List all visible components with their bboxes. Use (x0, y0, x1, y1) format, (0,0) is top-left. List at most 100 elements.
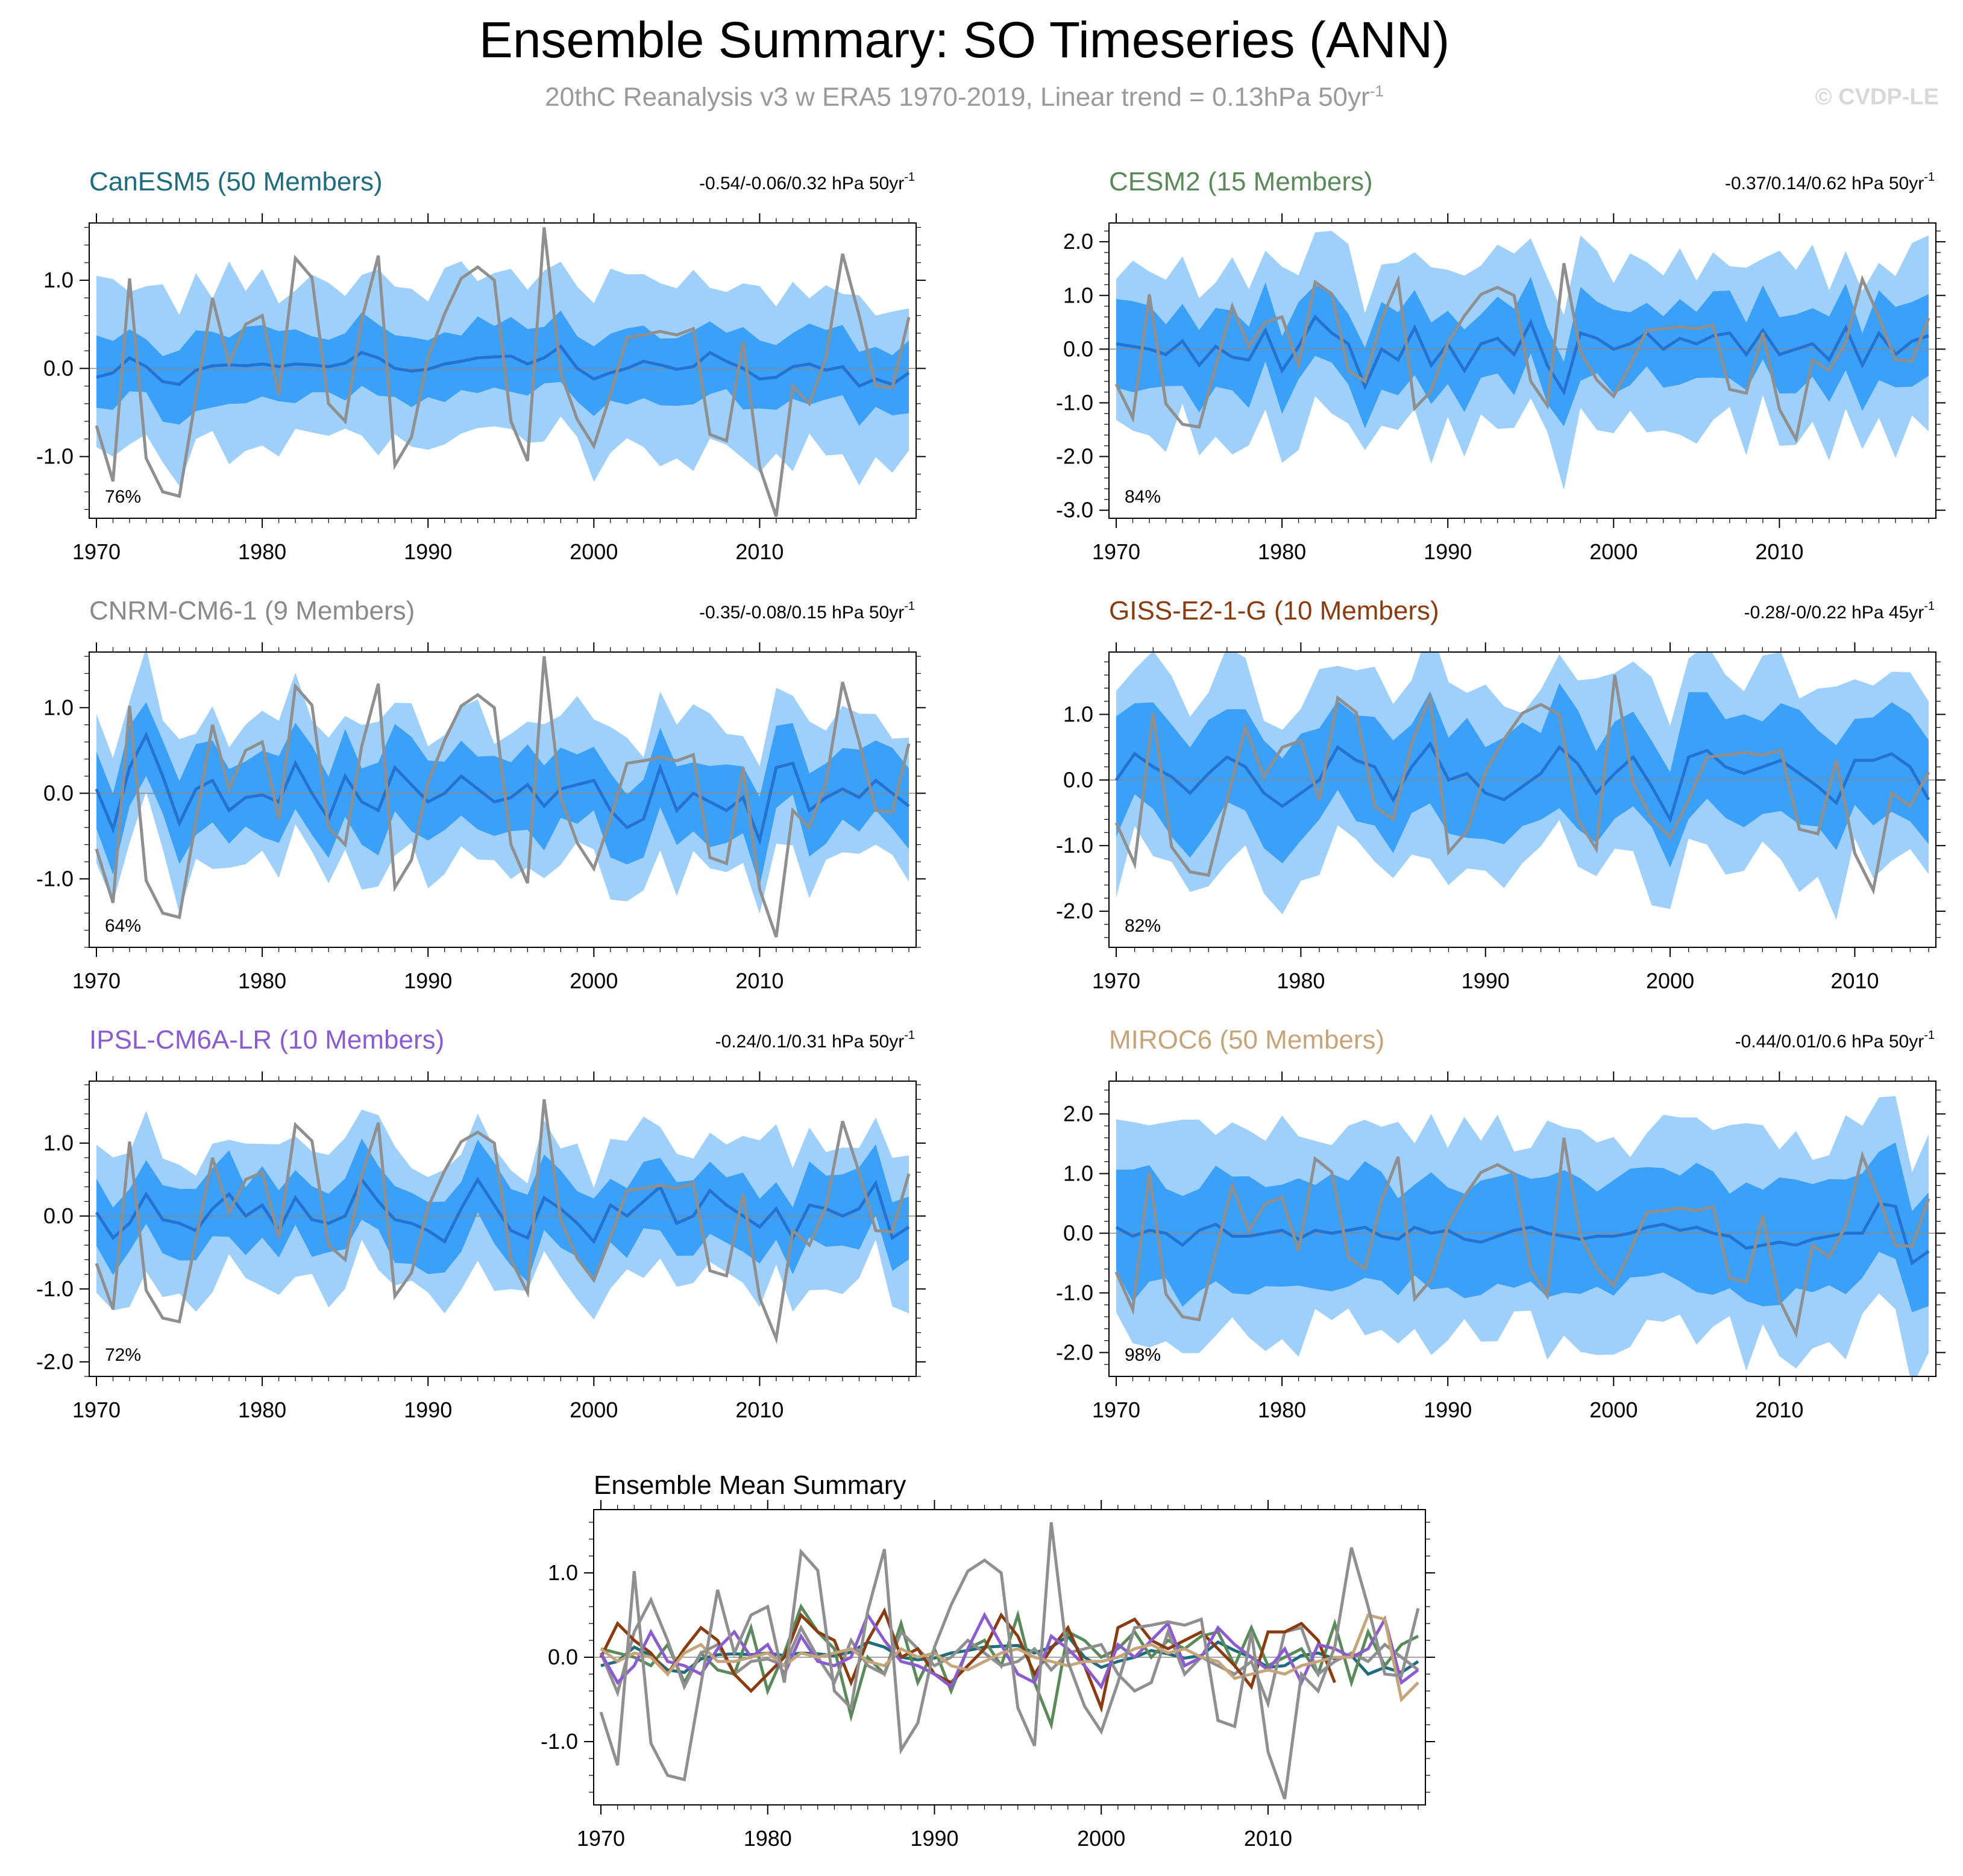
subtitle-text: 20thC Reanalysis v3 w ERA5 1970-2019, Li… (545, 82, 1370, 112)
x-tick-label: 1970 (1092, 1398, 1140, 1422)
x-tick-label: 1990 (910, 1826, 958, 1851)
panel-2: 2.0 1.0 0.0 -1.0 -2.0 -3.0 1970 1980 1990 2000 201… (1056, 167, 1946, 564)
y-tick-label: 0.0 (1063, 1220, 1093, 1245)
panel-title: Ensemble Mean Summary (594, 1470, 906, 1500)
panel-title: CESM2 (15 Members) (1109, 167, 1373, 196)
series-line-giss-e2-1-g (599, 1607, 1336, 1713)
y-tick-label: 0.0 (43, 1203, 74, 1228)
observations-line (95, 656, 911, 938)
panel-4: 1.0 0.0 -1.0 -2.0 1970 1980 1990 2000 2010 GISS-E… (1056, 596, 1946, 993)
y-tick-label: -2.0 (36, 1349, 74, 1374)
x-tick-label: 1970 (577, 1826, 625, 1851)
y-tick-label: 0.0 (43, 780, 74, 805)
y-tick-label: -1.0 (36, 1276, 74, 1301)
x-tick-label: 2010 (1755, 539, 1803, 564)
panel-trend-text: -0.28/-0/0.22 hPa 45yr-1 (1744, 600, 1935, 623)
x-tick-label: 1980 (238, 1398, 286, 1422)
y-tick-label: -1.0 (36, 866, 74, 891)
panel-7: 1.0 0.0 -1.0 1970 1980 1990 2000 2010 Ensemble M… (541, 1470, 1435, 1851)
figure-subtitle: 20thC Reanalysis v3 w ERA5 1970-2019, Li… (0, 82, 1929, 113)
x-tick-label: 1980 (1277, 968, 1325, 993)
x-tick-label: 2010 (735, 968, 784, 993)
y-tick-label: -2.0 (1056, 1340, 1093, 1364)
ensemble-mean-line (95, 1176, 910, 1244)
x-tick-label: 1990 (1462, 968, 1510, 993)
panel-title: MIROC6 (50 Members) (1109, 1025, 1384, 1055)
plot-area (89, 1099, 916, 1344)
series-line-ipsl-cm6a-lr (599, 1611, 1419, 1690)
plot-area (1109, 231, 1936, 490)
x-tick-label: 1990 (404, 1398, 452, 1422)
y-tick-label: -2.0 (1056, 899, 1093, 923)
y-tick-label: 1.0 (1063, 701, 1093, 726)
credit-watermark: © CVDP-LE (1815, 84, 1939, 110)
y-tick-label: -1.0 (541, 1729, 578, 1754)
x-tick-label: 1990 (404, 539, 452, 564)
y-tick-label: 1.0 (548, 1560, 578, 1585)
x-tick-label: 2010 (735, 539, 784, 564)
x-tick-label: 1980 (238, 539, 286, 564)
plot-frame (89, 1081, 917, 1377)
x-tick-label: 1990 (404, 968, 452, 993)
ensemble-mean-line (95, 731, 910, 846)
percent-label: 98% (1125, 1345, 1161, 1365)
x-tick-label: 1980 (238, 968, 286, 993)
plot-area (89, 652, 916, 938)
y-tick-label: 2.0 (1063, 229, 1093, 254)
x-tick-label: 2010 (1244, 1826, 1292, 1851)
y-tick-label: 0.0 (1063, 336, 1093, 361)
panel-trend-text: -0.35/-0.08/0.15 hPa 50yr-1 (699, 600, 915, 623)
ensemble-mean-line (1114, 741, 1930, 824)
y-tick-label: -1.0 (36, 444, 74, 469)
x-tick-label: 1970 (1092, 968, 1140, 993)
panel-1: 1.0 0.0 -1.0 1970 1980 1990 2000 2010 CanESM5 (5… (36, 167, 926, 564)
x-tick-label: 1980 (1258, 1398, 1306, 1422)
x-tick-label: 2010 (1830, 968, 1879, 993)
panel-trend-text: -0.54/-0.06/0.32 hPa 50yr-1 (699, 171, 915, 193)
percent-label: 84% (1125, 487, 1161, 507)
y-tick-label: -2.0 (1056, 444, 1093, 469)
y-tick-label: -1.0 (1056, 390, 1093, 415)
x-tick-label: 2010 (735, 1398, 784, 1422)
y-tick-label: -1.0 (1056, 1280, 1093, 1305)
panel-title: GISS-E2-1-G (10 Members) (1109, 596, 1439, 626)
percent-label: 72% (105, 1345, 141, 1365)
x-tick-label: 2000 (570, 539, 618, 564)
plot-frame (89, 651, 917, 948)
x-tick-label: 2000 (1589, 1398, 1638, 1422)
plot-frame (89, 222, 917, 519)
y-tick-label: 1.0 (43, 268, 74, 292)
x-tick-label: 2000 (1646, 968, 1694, 993)
subtitle-superscript: -1 (1369, 82, 1384, 100)
x-tick-label: 1990 (1424, 1398, 1472, 1422)
x-tick-label: 1970 (72, 1398, 121, 1422)
plot-frame (1108, 1081, 1936, 1377)
percent-label: 82% (1125, 916, 1161, 936)
panel-trend-text: -0.44/0.01/0.6 hPa 50yr-1 (1735, 1029, 1935, 1052)
x-tick-label: 1970 (72, 968, 121, 993)
y-tick-label: -3.0 (1056, 498, 1093, 522)
observations-line (1114, 1137, 1930, 1338)
observations-line (95, 1099, 911, 1344)
y-tick-label: 0.0 (1063, 767, 1093, 792)
y-tick-label: 1.0 (43, 695, 74, 720)
x-tick-label: 2000 (570, 968, 618, 993)
x-tick-label: 2000 (1589, 539, 1638, 564)
panel-trend-text: -0.24/0.1/0.31 hPa 50yr-1 (715, 1029, 915, 1052)
y-tick-label: 1.0 (43, 1131, 74, 1155)
x-tick-label: 1990 (1424, 539, 1472, 564)
series-line-observations (599, 1522, 1420, 1800)
observations-line (95, 227, 911, 517)
panel-trend-text: -0.37/0.14/0.62 hPa 50yr-1 (1725, 171, 1935, 193)
panel-3: 1.0 0.0 -1.0 1970 1980 1990 2000 2010 CNRM-CM6-1… (36, 596, 926, 993)
panel-title: CNRM-CM6-1 (9 Members) (89, 596, 415, 626)
inner-spread-band (1116, 683, 1929, 868)
plot-area (1109, 1096, 1936, 1376)
x-tick-label: 1970 (72, 539, 121, 564)
plot-area (1109, 652, 1936, 920)
y-tick-label: 1.0 (1063, 283, 1093, 307)
y-tick-label: 0.0 (548, 1645, 578, 1669)
series-line-cnrm-cm6-1 (599, 1596, 1419, 1709)
panel-6: 2.0 1.0 0.0 -1.0 -2.0 1970 1980 1990 2000 2010 MIR… (1056, 1025, 1946, 1422)
